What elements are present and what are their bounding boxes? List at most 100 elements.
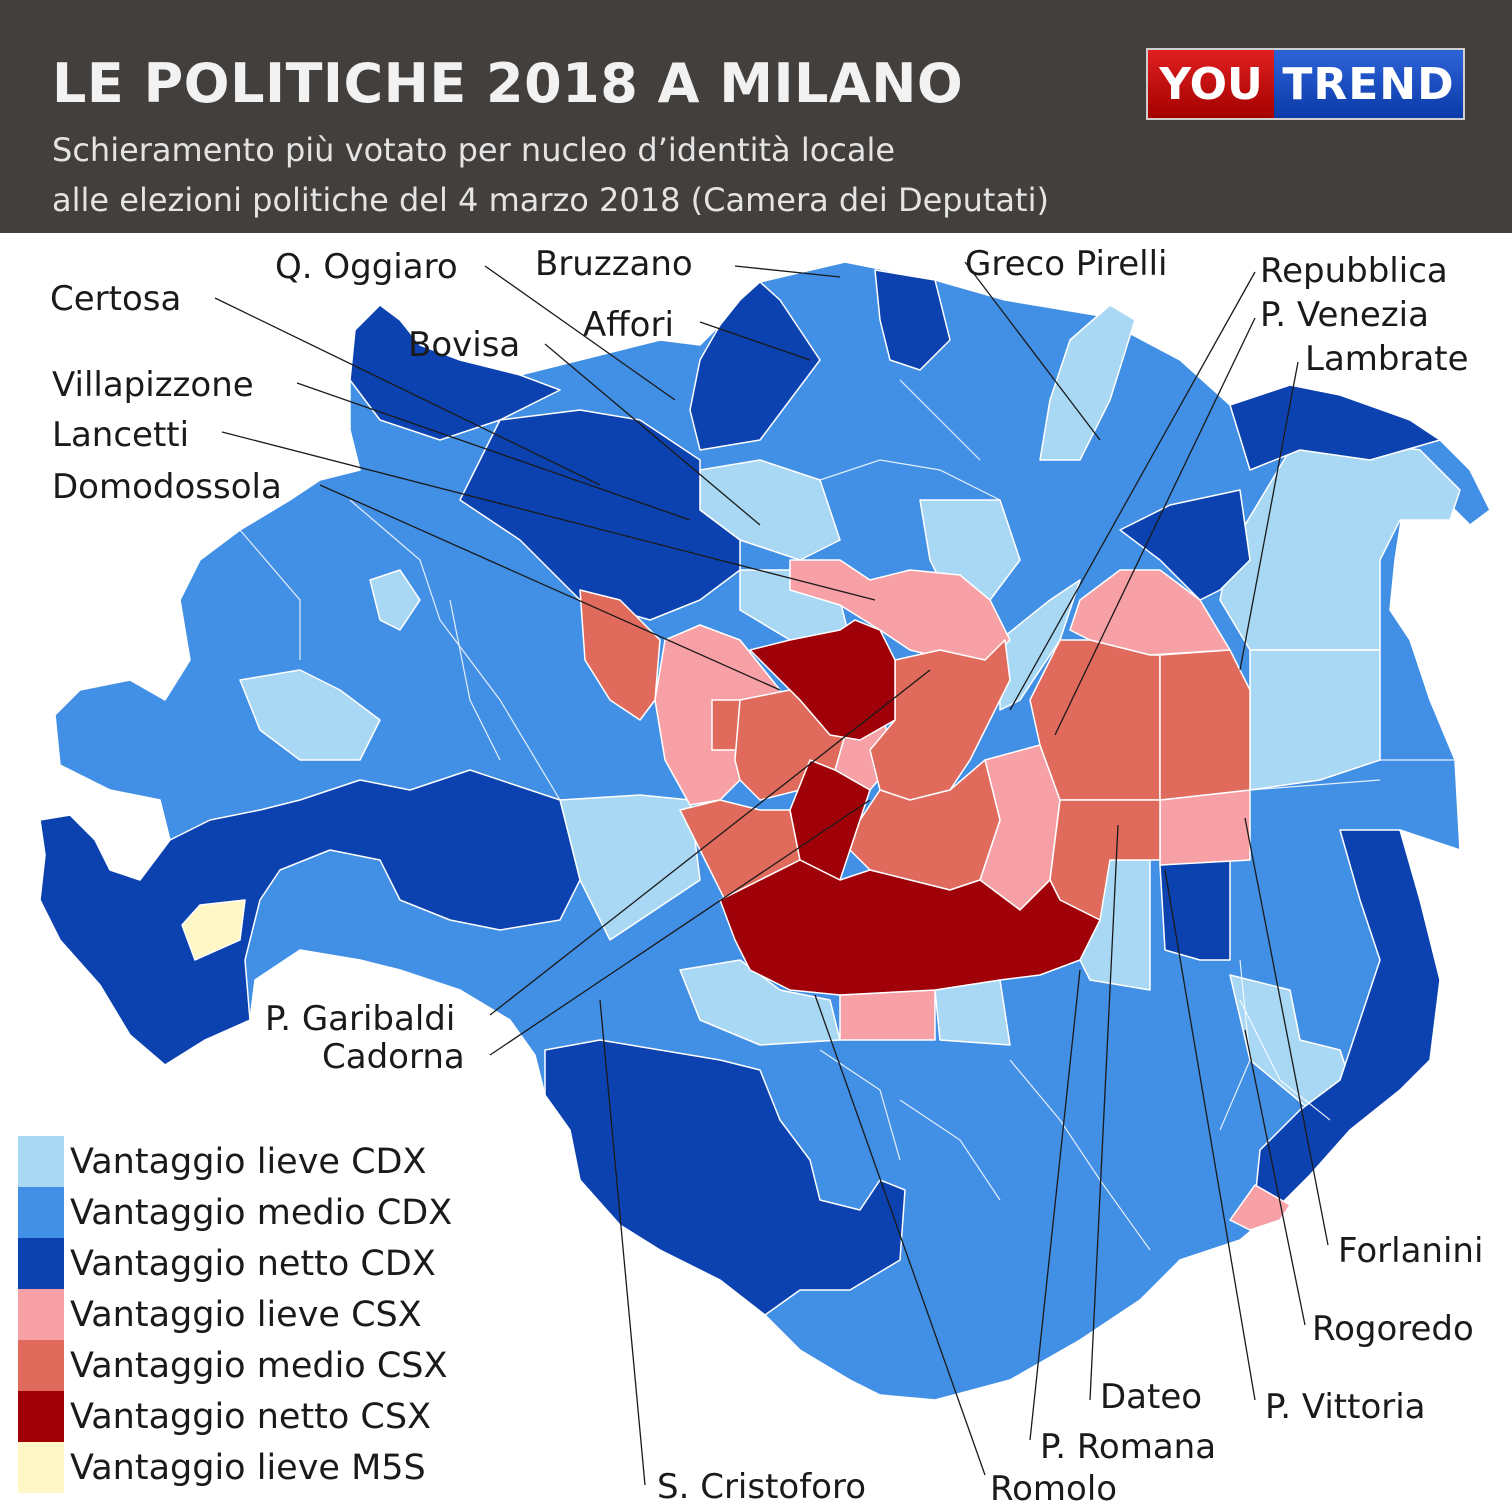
region-netto-cdx-bruzzano bbox=[874, 269, 951, 371]
leader-romolo bbox=[814, 994, 986, 1476]
legend-item-medio-cdx: Vantaggio medio CDX bbox=[18, 1187, 452, 1238]
region-lieve-cdx-nordest bbox=[1219, 439, 1461, 651]
legend: Vantaggio lieve CDX Vantaggio medio CDX … bbox=[18, 1136, 452, 1493]
legend-swatch bbox=[18, 1136, 64, 1187]
leader-lancetti bbox=[221, 431, 876, 601]
leader-dateo bbox=[1089, 824, 1119, 1401]
region-netto-csx-cadorna bbox=[789, 759, 871, 881]
legend-label: Vantaggio medio CDX bbox=[70, 1192, 453, 1233]
map-labels: Q. Oggiaro Bruzzano Greco Pirelli Repubb… bbox=[50, 244, 1483, 1509]
leader-repubblica bbox=[1009, 271, 1256, 711]
legend-label: Vantaggio medio CSX bbox=[70, 1345, 448, 1386]
leader-p-romana bbox=[1029, 969, 1081, 1441]
label-bruzzano: Bruzzano bbox=[535, 244, 693, 284]
legend-label: Vantaggio netto CSX bbox=[70, 1396, 432, 1437]
legend-item-lieve-m5s: Vantaggio lieve M5S bbox=[18, 1442, 452, 1493]
region-netto-cdx-sudest bbox=[1159, 859, 1231, 961]
leader-lines bbox=[214, 261, 1329, 1486]
leader-greco-pirelli bbox=[964, 261, 1101, 441]
region-netto-cdx-affori bbox=[689, 281, 821, 451]
region-medio-csx-centro2 bbox=[849, 759, 1001, 891]
region-lieve-csx-forlanini bbox=[1159, 789, 1251, 866]
label-domodossola: Domodossola bbox=[52, 467, 282, 507]
region-netto-cdx-sudovest bbox=[544, 1039, 906, 1316]
label-lambrate: Lambrate bbox=[1305, 339, 1469, 379]
region-netto-cdx-ovest bbox=[39, 769, 581, 1066]
leader-forlanini bbox=[1244, 817, 1329, 1246]
label-q-oggiaro: Q. Oggiaro bbox=[275, 247, 458, 287]
leader-bovisa bbox=[544, 343, 761, 526]
leader-domodossola bbox=[319, 484, 781, 691]
label-p-vittoria: P. Vittoria bbox=[1265, 1387, 1426, 1427]
region-lieve-m5s bbox=[181, 899, 246, 961]
region-netto-cdx-nord2 bbox=[459, 409, 741, 621]
region-netto-csx-sud bbox=[719, 859, 1101, 996]
logo-trend: TREND bbox=[1274, 50, 1463, 118]
region-lieve-cdx-ovest2 bbox=[369, 569, 421, 631]
leader-villapizzone bbox=[296, 382, 691, 521]
legend-label: Vantaggio lieve M5S bbox=[70, 1447, 426, 1488]
label-cadorna: Cadorna bbox=[322, 1037, 465, 1077]
label-romolo: Romolo bbox=[990, 1469, 1117, 1509]
region-lieve-cdx-greco bbox=[1039, 304, 1136, 461]
legend-swatch bbox=[18, 1442, 64, 1493]
label-dateo: Dateo bbox=[1100, 1377, 1202, 1417]
legend-label: Vantaggio lieve CDX bbox=[70, 1141, 427, 1182]
leader-certosa bbox=[214, 297, 601, 486]
region-netto-cdx-nordest bbox=[1229, 384, 1441, 471]
label-p-romana: P. Romana bbox=[1040, 1427, 1216, 1467]
leader-bruzzano bbox=[734, 265, 841, 278]
label-certosa: Certosa bbox=[50, 279, 181, 319]
region-lieve-csx-sudest bbox=[1229, 1184, 1291, 1231]
header-bar: LE POLITICHE 2018 A MILANO Schieramento … bbox=[0, 0, 1512, 233]
legend-swatch bbox=[18, 1238, 64, 1289]
label-s-cristoforo: S. Cristoforo bbox=[657, 1467, 866, 1507]
region-lieve-csx-sud bbox=[839, 989, 936, 1041]
legend-item-lieve-cdx: Vantaggio lieve CDX bbox=[18, 1136, 452, 1187]
region-netto-cdx-nordest2 bbox=[1119, 489, 1251, 601]
subtitle-line-2: alle elezioni politiche del 4 marzo 2018… bbox=[52, 181, 1049, 219]
legend-item-netto-csx: Vantaggio netto CSX bbox=[18, 1391, 452, 1442]
page-title: LE POLITICHE 2018 A MILANO bbox=[52, 52, 964, 115]
label-affori: Affori bbox=[583, 305, 674, 345]
label-p-garibaldi: P. Garibaldi bbox=[265, 999, 455, 1039]
legend-swatch bbox=[18, 1187, 64, 1238]
region-netto-csx-garibaldi bbox=[749, 619, 896, 741]
legend-item-netto-cdx: Vantaggio netto CDX bbox=[18, 1238, 452, 1289]
label-rogoredo: Rogoredo bbox=[1312, 1309, 1474, 1349]
youtrend-logo: YOU TREND bbox=[1148, 50, 1463, 118]
region-medio-csx-ovest bbox=[579, 589, 661, 721]
leader-affori bbox=[699, 321, 811, 361]
leader-rogoredo bbox=[1244, 1029, 1306, 1326]
label-p-venezia: P. Venezia bbox=[1260, 295, 1429, 335]
region-lieve-cdx-ovest bbox=[239, 669, 381, 761]
leader-q-oggiaro bbox=[484, 265, 676, 401]
label-villapizzone: Villapizzone bbox=[52, 365, 254, 405]
label-bovisa: Bovisa bbox=[408, 325, 520, 365]
leader-p-garibaldi bbox=[489, 669, 931, 1016]
map-regions bbox=[39, 261, 1491, 1401]
region-lieve-cdx-sud2 bbox=[934, 979, 1011, 1046]
label-repubblica: Repubblica bbox=[1260, 251, 1448, 291]
label-greco-pirelli: Greco Pirelli bbox=[965, 244, 1168, 284]
region-medio-csx-centro bbox=[869, 639, 1011, 801]
logo-you: YOU bbox=[1148, 50, 1274, 118]
label-lancetti: Lancetti bbox=[52, 415, 189, 455]
leader-p-vittoria bbox=[1164, 869, 1256, 1401]
region-netto-cdx-nord1 bbox=[349, 304, 561, 441]
subtitle-line-1: Schieramento più votato per nucleo d’ide… bbox=[52, 131, 896, 169]
region-medio-csx-lambrate bbox=[1159, 649, 1251, 801]
leader-lambrate bbox=[1239, 361, 1299, 671]
legend-label: Vantaggio netto CDX bbox=[70, 1243, 436, 1284]
legend-item-lieve-csx: Vantaggio lieve CSX bbox=[18, 1289, 452, 1340]
legend-swatch bbox=[18, 1391, 64, 1442]
leader-s-cristoforo bbox=[599, 999, 646, 1486]
map-subdivision-lines bbox=[239, 379, 1460, 1251]
legend-swatch bbox=[18, 1340, 64, 1391]
legend-item-medio-csx: Vantaggio medio CSX bbox=[18, 1340, 452, 1391]
legend-label: Vantaggio lieve CSX bbox=[70, 1294, 422, 1335]
leader-cadorna bbox=[489, 799, 871, 1056]
legend-swatch bbox=[18, 1289, 64, 1340]
leader-p-venezia bbox=[1054, 317, 1256, 736]
